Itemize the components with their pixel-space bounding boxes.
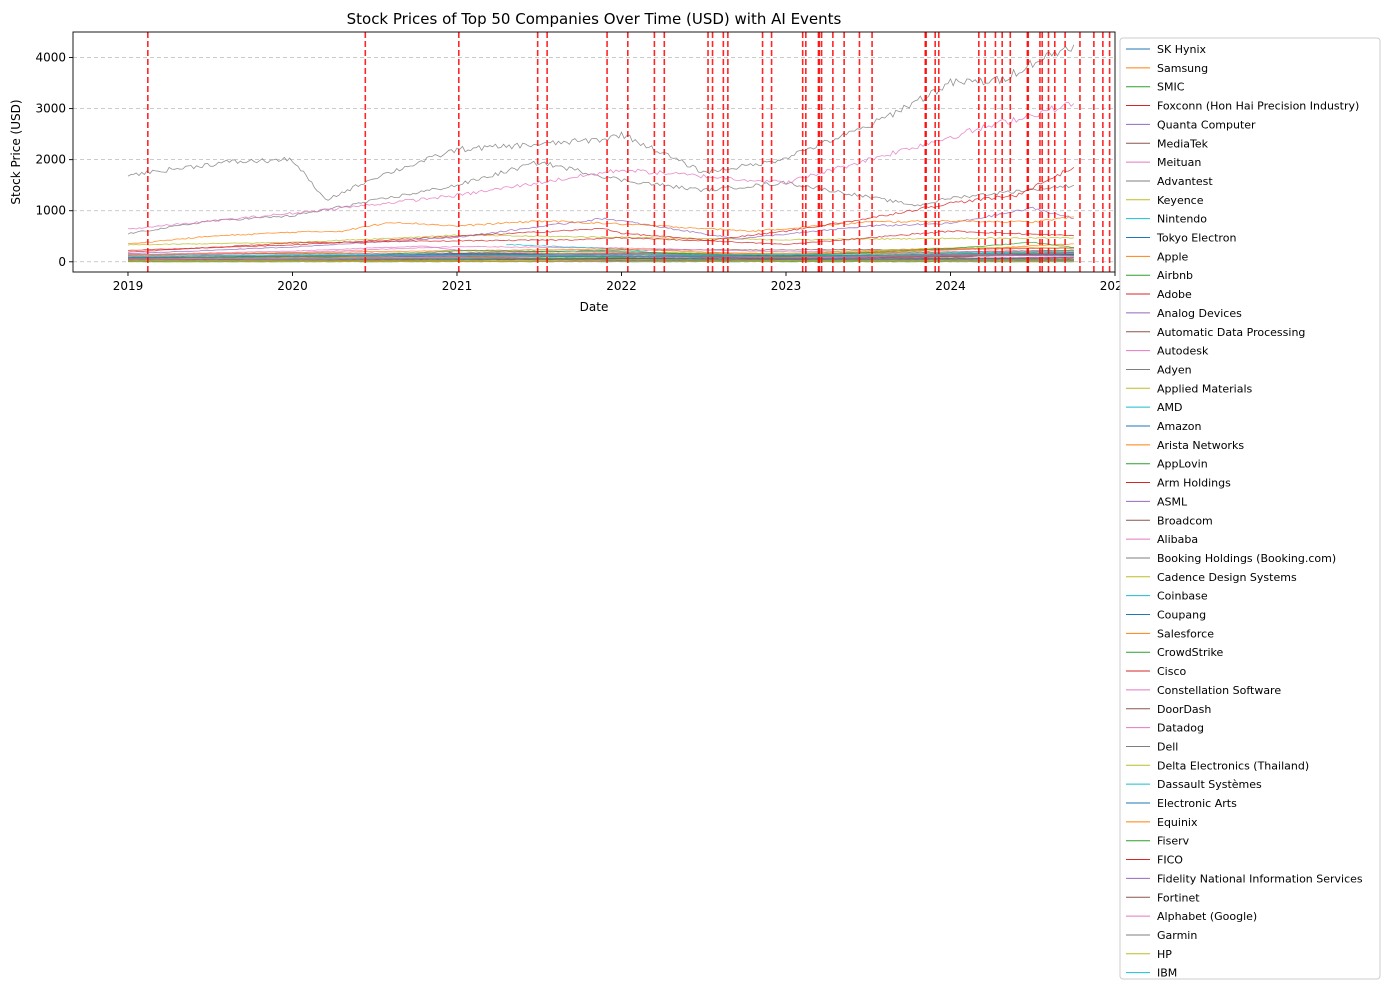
legend-label: Foxconn (Hon Hai Precision Industry): [1157, 100, 1359, 113]
plot-frame: [72, 31, 1116, 273]
legend-label: Electronic Arts: [1157, 797, 1237, 810]
series-line: [128, 247, 1074, 256]
ai-event-lines: [147, 32, 1111, 272]
y-tick-label: 2000: [35, 153, 66, 167]
legend-label: SMIC: [1157, 81, 1185, 94]
legend-label: Garmin: [1157, 929, 1197, 942]
legend-label: Fidelity National Information Services: [1157, 872, 1363, 885]
legend-label: Applied Materials: [1157, 382, 1253, 395]
legend-items: SK Hynix Samsung SMIC Foxconn (Hon Hai Prec…: [1126, 43, 1363, 980]
legend-label: Adyen: [1157, 363, 1192, 376]
series-line: [127, 166, 1075, 253]
price-series-lines: [127, 44, 1075, 263]
legend-label: Keyence: [1157, 194, 1204, 207]
legend-label: Datadog: [1157, 722, 1204, 735]
legend-label: Coupang: [1157, 609, 1206, 622]
y-tick-label: 4000: [35, 51, 66, 65]
legend-label: Nintendo: [1157, 213, 1207, 226]
legend-label: Alphabet (Google): [1157, 910, 1257, 923]
legend-label: Fortinet: [1157, 891, 1200, 904]
x-axis-label: Date: [580, 300, 609, 314]
legend-label: Broadcom: [1157, 514, 1213, 527]
legend-label: Airbnb: [1157, 269, 1193, 282]
legend-label: Cadence Design Systems: [1157, 571, 1297, 584]
y-axis-label: Stock Price (USD): [9, 99, 23, 204]
series-line: [128, 259, 1074, 262]
y-tick-label: 1000: [35, 204, 66, 218]
legend-label: Advantest: [1157, 175, 1213, 188]
series-line: [127, 160, 1075, 235]
legend-label: Automatic Data Processing: [1157, 326, 1305, 339]
legend-label: Apple: [1157, 250, 1189, 263]
legend-label: Dassault Systèmes: [1157, 778, 1262, 791]
legend-label: Samsung: [1157, 62, 1208, 75]
x-tick-label: 2022: [606, 279, 637, 293]
x-tick-label: 2019: [113, 279, 144, 293]
series-line: [127, 101, 1075, 230]
legend-label: Arista Networks: [1157, 439, 1244, 452]
y-tick-label: 0: [58, 255, 66, 269]
legend-label: Cisco: [1157, 665, 1187, 678]
legend-label: IBM: [1157, 967, 1177, 980]
y-tick-label: 3000: [35, 102, 66, 116]
legend-label: Meituan: [1157, 156, 1201, 169]
legend-label: Dell: [1157, 740, 1178, 753]
legend-label: Constellation Software: [1157, 684, 1281, 697]
legend-label: Booking Holdings (Booking.com): [1157, 552, 1336, 565]
x-tick-label: 2024: [935, 279, 966, 293]
series-line: [128, 250, 1074, 257]
series-line: [127, 44, 1075, 201]
legend-label: AppLovin: [1157, 458, 1208, 471]
series-line: [127, 260, 1074, 263]
legend-label: Amazon: [1157, 420, 1201, 433]
series-line: [127, 234, 1074, 246]
legend-label: Tokyo Electron: [1156, 232, 1236, 245]
legend-box: [1119, 37, 1381, 980]
legend-label: Quanta Computer: [1157, 118, 1256, 131]
legend-label: SK Hynix: [1157, 43, 1207, 56]
x-tick-label: 2021: [442, 279, 473, 293]
legend-label: Analog Devices: [1157, 307, 1242, 320]
legend-label: Salesforce: [1157, 627, 1214, 640]
x-tick-label: 2023: [771, 279, 802, 293]
x-tick-label: 2020: [277, 279, 308, 293]
chart-title: Stock Prices of Top 50 Companies Over Ti…: [347, 10, 842, 28]
legend-label: Alibaba: [1157, 533, 1198, 546]
legend-label: Autodesk: [1157, 345, 1209, 358]
legend-label: AMD: [1157, 401, 1183, 414]
legend-label: Equinix: [1157, 816, 1198, 829]
legend-label: Adobe: [1157, 288, 1192, 301]
legend-label: DoorDash: [1157, 703, 1211, 716]
legend: SK Hynix Samsung SMIC Foxconn (Hon Hai Prec…: [1119, 37, 1381, 980]
legend-label: MediaTek: [1157, 137, 1209, 150]
series-line: [127, 216, 1074, 245]
series-line: [127, 228, 1074, 251]
legend-label: FICO: [1157, 854, 1183, 867]
legend-label: Delta Electronics (Thailand): [1157, 759, 1309, 772]
legend-label: Coinbase: [1157, 590, 1208, 603]
legend-label: Arm Holdings: [1157, 477, 1231, 490]
legend-label: HP: [1157, 948, 1172, 961]
series-line: [127, 206, 1074, 255]
legend-label: ASML: [1157, 495, 1188, 508]
plot-area: [127, 32, 1111, 272]
axis-ticks: 0 1000 2000 3000 4000 2019 2020 2021 2022 2023 202…: [35, 51, 1130, 293]
legend-label: CrowdStrike: [1157, 646, 1224, 659]
legend-label: Fiserv: [1157, 835, 1190, 848]
